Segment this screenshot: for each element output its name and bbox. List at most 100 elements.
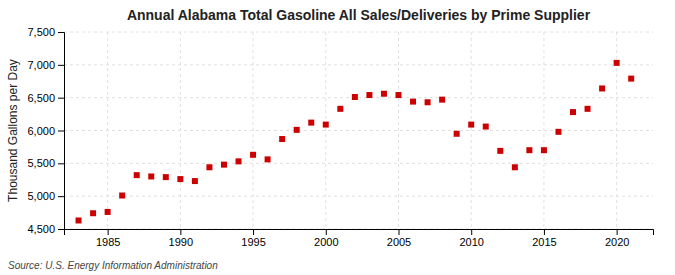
point	[512, 164, 518, 170]
tick-label: 7,000	[27, 59, 55, 71]
grid-line	[64, 97, 653, 98]
grid-line	[64, 163, 653, 164]
tick: 1990	[169, 229, 193, 248]
grid-line	[253, 32, 254, 229]
tick-mark	[58, 196, 64, 197]
tick-label: 5,000	[27, 190, 55, 202]
point	[497, 148, 503, 154]
points	[76, 60, 635, 224]
point	[395, 92, 401, 98]
grid-line	[471, 32, 472, 229]
tick: 2015	[532, 229, 556, 248]
tick: 7,000	[27, 59, 64, 71]
chart: 1985 1990 1995 2000 2005 2010 2015 2020 4,500 5,0…	[0, 0, 675, 275]
tick-mark	[253, 229, 254, 235]
point	[323, 122, 329, 128]
tick-label: 2000	[314, 236, 338, 248]
tick-mark	[58, 229, 64, 230]
tick: 2010	[459, 229, 483, 248]
x-axis: 1985 1990 1995 2000 2005 2010 2015 2020	[65, 229, 654, 248]
tick-mark	[58, 65, 64, 66]
tick-label: 2010	[459, 236, 483, 248]
grid-line	[64, 32, 653, 33]
point	[381, 91, 387, 97]
point	[599, 85, 605, 91]
point	[526, 147, 532, 153]
point	[294, 127, 300, 133]
tick-label: 1990	[169, 236, 193, 248]
point	[337, 106, 343, 112]
tick-mark	[108, 229, 109, 235]
point	[148, 173, 154, 179]
tick-label: 7,500	[27, 26, 55, 38]
tick-label: 5,500	[27, 157, 55, 169]
point	[90, 210, 96, 216]
point	[250, 152, 256, 158]
tick-label: 1995	[241, 236, 265, 248]
grid	[64, 32, 653, 229]
point	[76, 217, 82, 223]
point	[555, 129, 561, 135]
point	[192, 178, 198, 184]
point	[483, 124, 489, 130]
point	[221, 162, 227, 168]
tick-label: 6,500	[27, 92, 55, 104]
point	[366, 92, 372, 98]
point	[119, 193, 125, 199]
tick: 4,500	[27, 223, 64, 235]
axis-line	[58, 33, 65, 230]
point	[628, 76, 634, 82]
grid-line	[180, 32, 181, 229]
point	[439, 97, 445, 103]
annotation: Source: U.S. Energy Information Administ…	[8, 260, 218, 271]
tick-mark	[617, 229, 618, 235]
tick-label: 1985	[96, 236, 120, 248]
point	[468, 122, 474, 128]
tick-mark	[326, 229, 327, 235]
grid-line	[398, 32, 399, 229]
tick-mark	[58, 131, 64, 132]
tick: 7,500	[27, 26, 64, 38]
point	[177, 176, 183, 182]
point	[454, 131, 460, 137]
tick: 5,000	[27, 190, 64, 202]
tick-mark	[58, 163, 64, 164]
tick: 1995	[241, 229, 265, 248]
tick: 1985	[96, 229, 120, 248]
grid-line	[64, 196, 653, 197]
point	[206, 164, 212, 170]
point	[410, 99, 416, 105]
point	[352, 94, 358, 100]
grid-line	[64, 64, 653, 65]
point	[134, 172, 140, 178]
axis-line	[65, 230, 654, 236]
point	[265, 156, 271, 162]
plot: 1985 1990 1995 2000 2005 2010 2015 2020 4,500 5,0…	[27, 26, 653, 248]
point	[105, 209, 111, 215]
tick: 6,500	[27, 92, 64, 104]
tick-label: 6,000	[27, 125, 55, 137]
tick-label: 4,500	[27, 223, 55, 235]
point	[425, 99, 431, 105]
y-axis-title: Thousand Gallons per Day	[6, 59, 20, 202]
title: Annual Alabama Total Gasoline All Sales/…	[127, 7, 591, 23]
tick: 6,000	[27, 125, 64, 137]
point	[570, 109, 576, 115]
point	[585, 106, 591, 112]
point	[541, 147, 547, 153]
point	[163, 174, 169, 180]
grid-line	[64, 130, 653, 131]
point	[236, 158, 242, 164]
tick: 5,500	[27, 157, 64, 169]
point	[614, 60, 620, 66]
tick: 2000	[314, 229, 338, 248]
tick-label: 2005	[387, 236, 411, 248]
point	[308, 120, 314, 126]
grid-line	[543, 32, 544, 229]
point	[279, 136, 285, 142]
tick: 2020	[605, 229, 629, 248]
tick-label: 2020	[605, 236, 629, 248]
tick-mark	[544, 229, 545, 235]
tick-mark	[471, 229, 472, 235]
grid-line	[325, 32, 326, 229]
